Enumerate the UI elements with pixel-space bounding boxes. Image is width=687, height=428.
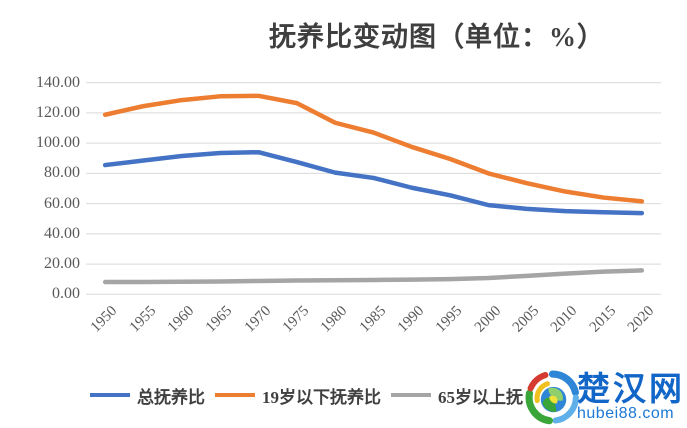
y-axis-tick-label: 120.00 [36, 103, 80, 121]
logo-domain: hubei88.com [577, 405, 675, 422]
series-line-1 [102, 93, 645, 204]
legend-swatch-over65 [391, 392, 431, 398]
y-axis-tick-label: 140.00 [36, 73, 80, 91]
series-line-2 [102, 268, 645, 285]
legend-label-total: 总抚养比 [137, 387, 205, 407]
logo-site-name: 楚汉网 [577, 370, 685, 407]
watermark-logo: 楚汉网 hubei88.com [523, 367, 687, 427]
series-line-0 [102, 149, 645, 216]
y-axis-tick-label: 40.00 [44, 224, 80, 242]
chart-title: 抚养比变动图（单位：%） [269, 22, 605, 52]
legend-swatch-under19 [215, 392, 255, 398]
y-axis-tick-label: 20.00 [44, 255, 80, 273]
legend-label-under19: 19岁以下抚养比 [262, 387, 381, 407]
y-axis-tick-label: 0.00 [52, 285, 80, 303]
logo-text: 楚汉网 hubei88.com [577, 372, 685, 422]
y-axis-tick-label: 100.00 [36, 134, 80, 152]
legend-item-total: 总抚养比 [90, 383, 205, 408]
y-axis-tick-label: 80.00 [44, 164, 80, 182]
hubei88-logo-icon [525, 370, 579, 424]
legend-item-under19: 19岁以下抚养比 [215, 383, 381, 408]
y-axis-tick-label: 60.00 [44, 194, 80, 212]
legend-swatch-total [90, 392, 130, 398]
